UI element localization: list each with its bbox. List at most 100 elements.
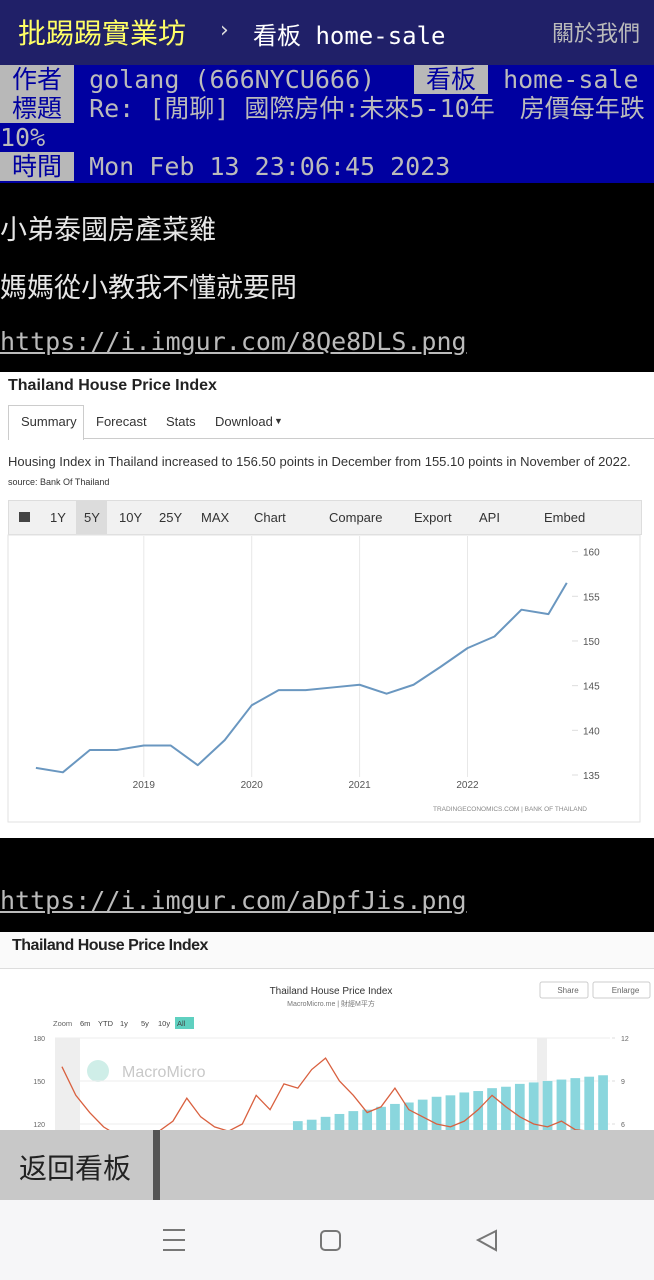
button[interactable] bbox=[539, 981, 589, 999]
description: Housing Index in Thailand increased to 1… bbox=[8, 454, 631, 469]
chart-title: Thailand House Price Index bbox=[8, 377, 217, 394]
chart: 2019 2020 2021 2022 135 140 145 150 155 160 TRADIN… bbox=[7, 534, 641, 823]
bar bbox=[473, 1091, 484, 1130]
watermark: TRADINGECONOMICS.COM | BANK OF THAILAND bbox=[433, 806, 587, 813]
tab-bar bbox=[8, 405, 654, 439]
bar bbox=[431, 1096, 442, 1130]
text-line: 媽媽從小教我不懂就要問 bbox=[0, 273, 297, 304]
nav-bar bbox=[0, 1200, 654, 1280]
toolbar-item[interactable]: Embed bbox=[544, 510, 586, 525]
top-bar: 批踢踢實業坊 › 看板 home-sale 關於我們 bbox=[0, 0, 654, 65]
bar bbox=[570, 1078, 581, 1130]
y-tick-label: 145 bbox=[583, 682, 600, 693]
chart-image: Thailand House Price Index Summary Forec… bbox=[0, 372, 654, 838]
back-button[interactable]: 返回看板 bbox=[19, 1152, 132, 1185]
nav-icons bbox=[163, 1229, 497, 1252]
description-block: Housing Index in Thailand increased to 1… bbox=[8, 452, 644, 492]
bar bbox=[403, 1102, 414, 1130]
toolbar-item[interactable]: 1Y bbox=[50, 510, 66, 525]
calendar-icon bbox=[19, 512, 30, 522]
watermark: MacroMicro bbox=[122, 1064, 206, 1081]
brand[interactable]: 批踢踢實業坊 bbox=[18, 17, 187, 50]
tab[interactable]: Forecast bbox=[96, 414, 147, 429]
title: Re: [閒聊] 國際房仲:未來5-10年 房價每年跌10% bbox=[0, 94, 645, 152]
bar bbox=[348, 1111, 359, 1130]
toolbar-item[interactable]: Export bbox=[414, 510, 452, 525]
tab[interactable]: Stats bbox=[166, 414, 196, 429]
menu-button[interactable] bbox=[163, 1229, 185, 1251]
y2-tick-label: 12 bbox=[621, 1036, 629, 1043]
y-tick-label: 160 bbox=[583, 548, 600, 559]
x-tick-label: 2022 bbox=[456, 780, 479, 791]
button[interactable] bbox=[592, 981, 651, 999]
divider bbox=[153, 1130, 160, 1200]
home-button[interactable] bbox=[320, 1230, 341, 1251]
nav-shade bbox=[537, 1038, 547, 1130]
bar bbox=[445, 1095, 456, 1130]
time-label: 時間 bbox=[0, 152, 75, 181]
bar bbox=[542, 1081, 553, 1130]
chart-subtitle: MacroMicro.me | 財經M平方 bbox=[287, 999, 375, 1008]
board-label: 看板 bbox=[414, 65, 489, 94]
toolbar-item[interactable]: 5Y bbox=[84, 510, 100, 525]
zoom-button[interactable]: All bbox=[177, 1019, 186, 1028]
divider bbox=[0, 968, 654, 969]
nav-shade bbox=[55, 1038, 80, 1130]
separator: › bbox=[220, 18, 229, 43]
time: Mon Feb 13 23:06:45 2023 bbox=[89, 152, 451, 181]
button-label[interactable]: Share bbox=[557, 986, 579, 995]
toolbar-item[interactable]: API bbox=[479, 510, 500, 525]
source: source: Bank Of Thailand bbox=[8, 477, 110, 487]
tab-active bbox=[8, 405, 84, 440]
bar bbox=[320, 1116, 331, 1130]
footer-bar: 返回看板 bbox=[0, 1130, 654, 1200]
toolbar-item[interactable]: 10Y bbox=[119, 510, 143, 525]
bar bbox=[362, 1109, 373, 1130]
x-tick-label: 2019 bbox=[133, 780, 156, 791]
tab[interactable]: Download bbox=[215, 414, 273, 429]
watermark-logo bbox=[87, 1060, 109, 1082]
zoom-button[interactable]: 5y bbox=[141, 1019, 149, 1028]
bar bbox=[528, 1082, 539, 1130]
toolbar-item[interactable]: Chart bbox=[254, 510, 286, 525]
image-link[interactable]: https://i.imgur.com/8Qe8DLS.png bbox=[0, 327, 467, 356]
y-tick-label: 120 bbox=[33, 1122, 45, 1129]
bar bbox=[584, 1076, 595, 1130]
y2-tick-label: 6 bbox=[621, 1122, 625, 1129]
bar bbox=[306, 1119, 317, 1130]
bar bbox=[390, 1103, 400, 1130]
zoom-label: Zoom bbox=[53, 1019, 72, 1028]
bar bbox=[459, 1092, 470, 1130]
x-tick-label: 2021 bbox=[348, 780, 371, 791]
chart-title: Thailand House Price Index bbox=[270, 986, 393, 997]
zoom-active bbox=[175, 1017, 194, 1029]
toolbar-item[interactable]: 25Y bbox=[159, 510, 183, 525]
board-link[interactable]: 看板 home-sale bbox=[253, 22, 446, 50]
active-range bbox=[76, 501, 107, 534]
back-nav-button[interactable] bbox=[475, 1229, 497, 1252]
author: golang (666NYCU666) bbox=[89, 65, 376, 94]
toolbar-item[interactable]: Compare bbox=[329, 510, 383, 525]
board: home-sale bbox=[503, 65, 639, 94]
zoom-button[interactable]: 10y bbox=[158, 1019, 170, 1028]
article-meta: 作者 golang (666NYCU666) 看板 home-sale 標題 Re… bbox=[0, 65, 654, 183]
zoom-button[interactable]: 6m bbox=[80, 1019, 90, 1028]
toolbar: 1Y 5Y 10Y 25Y MAX Chart Compare Export API Embed bbox=[8, 500, 642, 535]
button-label[interactable]: Enlarge bbox=[612, 986, 640, 995]
y-tick-label: 150 bbox=[583, 637, 600, 648]
author-label: 作者 bbox=[0, 65, 75, 94]
line-series bbox=[35, 582, 568, 774]
bar bbox=[292, 1121, 303, 1130]
bar bbox=[501, 1086, 511, 1130]
zoom-button[interactable]: 1y bbox=[120, 1019, 128, 1028]
about-link[interactable]: 關於我們 bbox=[552, 22, 641, 47]
y-tick-label: 180 bbox=[33, 1036, 45, 1043]
zoom-button[interactable]: YTD bbox=[98, 1019, 114, 1028]
tab[interactable]: Summary bbox=[21, 414, 77, 429]
y-tick-label: 150 bbox=[33, 1079, 45, 1086]
bar bbox=[556, 1079, 567, 1130]
image-link[interactable]: https://i.imgur.com/aDpfJis.png bbox=[0, 886, 467, 915]
toolbar-item[interactable]: MAX bbox=[201, 510, 230, 525]
bar bbox=[514, 1083, 525, 1130]
